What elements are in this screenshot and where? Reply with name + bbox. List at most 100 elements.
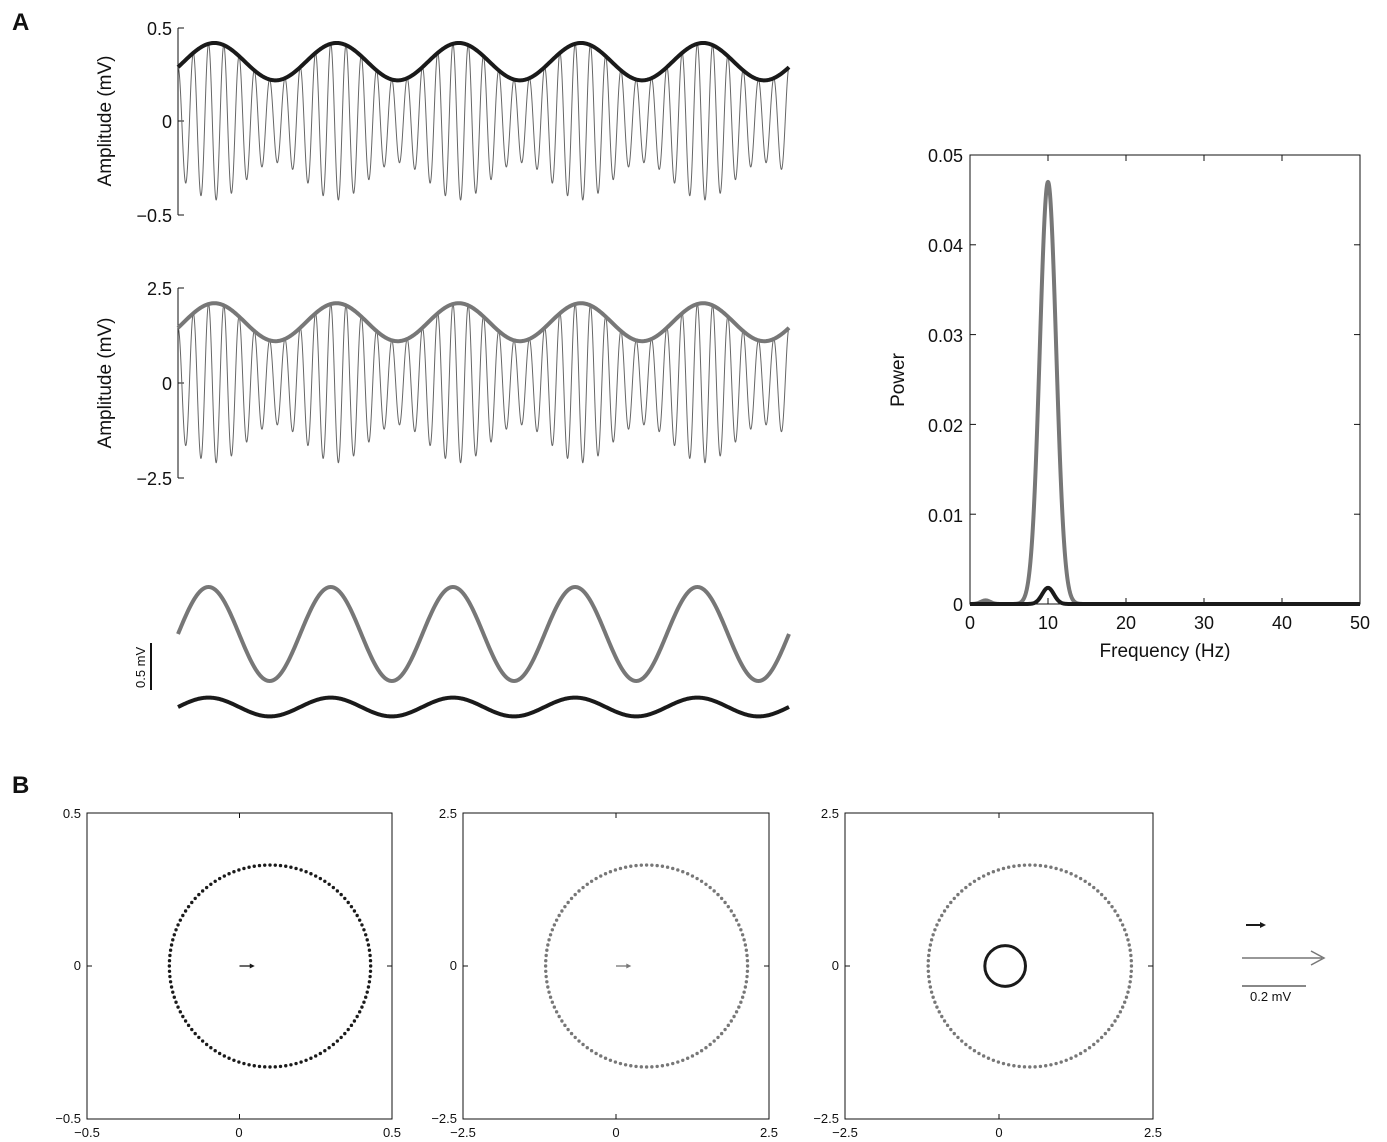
b2-dot bbox=[544, 959, 548, 963]
b2-dot bbox=[618, 1061, 623, 1066]
b1-dot bbox=[222, 874, 227, 878]
plot-b3: −2.5 0 2.5 2.5 0 −2.5 bbox=[813, 806, 1162, 1140]
b1-dot bbox=[263, 1065, 267, 1069]
b3-frame bbox=[844, 812, 1154, 1120]
b1-dot bbox=[232, 870, 236, 874]
b1-dot bbox=[355, 1014, 359, 1019]
spectrum-xlabel: Frequency (Hz) bbox=[1100, 641, 1231, 662]
b3-dot bbox=[1078, 876, 1083, 881]
b3-dot bbox=[960, 889, 964, 893]
plot-b2: −2.5 0 2.5 2.5 0 −2.5 bbox=[431, 806, 778, 1140]
b2-dot bbox=[585, 1045, 589, 1050]
b2-dot bbox=[671, 866, 675, 871]
b3-dot bbox=[933, 928, 937, 932]
b2-dot bbox=[690, 1054, 695, 1058]
plot-a2: 2.5 0 −2.5 Amplitude (mV) bbox=[95, 279, 791, 489]
b1-dot bbox=[346, 1027, 350, 1032]
spec-ytick-label: 0.05 bbox=[928, 146, 963, 166]
b3-dot bbox=[1129, 974, 1133, 979]
b2-dot bbox=[552, 923, 557, 927]
spec-ytick-label: 0.02 bbox=[928, 416, 963, 436]
b2-dot bbox=[552, 1005, 557, 1009]
b1-dot bbox=[304, 1058, 308, 1062]
b3-dot bbox=[1128, 948, 1132, 952]
b3-dot bbox=[940, 1014, 944, 1019]
legend-gray-arrowhead bbox=[1310, 950, 1326, 966]
b3-dot bbox=[1006, 1063, 1011, 1067]
b2-dot bbox=[734, 1010, 739, 1014]
b1-dot bbox=[299, 868, 303, 872]
b1-dot bbox=[169, 943, 174, 947]
b1-dot bbox=[242, 1061, 246, 1066]
b3-dot bbox=[964, 1042, 968, 1047]
b1-dot bbox=[204, 1042, 209, 1047]
b2-dot bbox=[545, 980, 549, 984]
b1-dot bbox=[168, 953, 172, 958]
b3-dot bbox=[981, 874, 986, 878]
b2-dot bbox=[585, 882, 589, 887]
b3-dot bbox=[929, 938, 934, 942]
b1-xtick-label: 0.5 bbox=[383, 1125, 401, 1140]
b2-dot bbox=[665, 865, 670, 869]
b3-dot bbox=[977, 1051, 981, 1056]
b2-dot bbox=[708, 885, 712, 890]
spec-xtick-label: 40 bbox=[1272, 613, 1292, 633]
b1-dot bbox=[172, 933, 176, 937]
b2-dot bbox=[560, 1019, 564, 1023]
b-legend: 0.2 mV bbox=[1242, 922, 1326, 1004]
b3-dot bbox=[928, 985, 933, 989]
b2-dot bbox=[676, 1060, 680, 1064]
b2-xtick-label: −2.5 bbox=[450, 1125, 476, 1140]
b1-dot-circle bbox=[167, 863, 373, 1069]
b1-dot bbox=[367, 980, 372, 984]
b3-dot bbox=[1127, 985, 1131, 989]
b2-dot bbox=[660, 1064, 665, 1068]
b1-dot bbox=[200, 889, 205, 893]
b2-dot bbox=[557, 1014, 561, 1019]
spectrum-ylabel: Power bbox=[888, 352, 909, 407]
b3-xtick-label: 2.5 bbox=[1144, 1125, 1162, 1140]
b3-dot bbox=[991, 1058, 996, 1062]
b3-dot bbox=[942, 909, 947, 913]
b2-dot bbox=[712, 889, 716, 893]
b3-dot bbox=[1099, 1035, 1104, 1040]
b3-dot bbox=[927, 980, 932, 984]
b2-dot bbox=[581, 1042, 585, 1047]
b1-dot bbox=[169, 985, 174, 989]
b2-dot bbox=[740, 933, 745, 937]
b1-dot bbox=[247, 865, 251, 869]
b3-dot bbox=[937, 1010, 941, 1014]
b1-dot bbox=[190, 900, 194, 905]
b1-dot bbox=[294, 1061, 298, 1066]
b1-dot bbox=[227, 1056, 231, 1060]
b2-dot bbox=[577, 889, 581, 893]
b3-dot bbox=[1006, 865, 1011, 869]
b3-dot bbox=[1103, 896, 1108, 901]
b1-dot bbox=[273, 863, 277, 867]
spec-xtick-label: 50 bbox=[1350, 613, 1370, 633]
a2-ytick-label: 2.5 bbox=[147, 279, 172, 299]
b3-dot bbox=[927, 974, 931, 979]
a3-series-black bbox=[177, 695, 790, 719]
b1-dot bbox=[331, 885, 336, 890]
b3-small-circle bbox=[983, 944, 1027, 988]
b2-dot bbox=[563, 904, 567, 909]
b2-dot bbox=[629, 864, 633, 868]
b1-dot bbox=[284, 864, 288, 868]
b1-dot bbox=[318, 876, 323, 881]
b3-dot bbox=[935, 923, 939, 927]
panel-label-b: B bbox=[12, 772, 29, 799]
b2-dot bbox=[545, 948, 549, 952]
b2-dot bbox=[544, 974, 548, 979]
b2-dot bbox=[618, 866, 623, 871]
b2-dot bbox=[685, 1056, 690, 1060]
b2-dot bbox=[546, 985, 550, 989]
legend-black-arrowhead bbox=[1260, 922, 1266, 928]
b3-dot bbox=[1126, 990, 1130, 994]
b1-dot bbox=[368, 953, 372, 958]
b2-dot bbox=[734, 918, 739, 922]
b3-dot bbox=[1122, 928, 1127, 932]
b2-dot bbox=[569, 1031, 574, 1036]
b2-dot bbox=[577, 1039, 581, 1043]
b1-xtick-label: −0.5 bbox=[74, 1125, 100, 1140]
